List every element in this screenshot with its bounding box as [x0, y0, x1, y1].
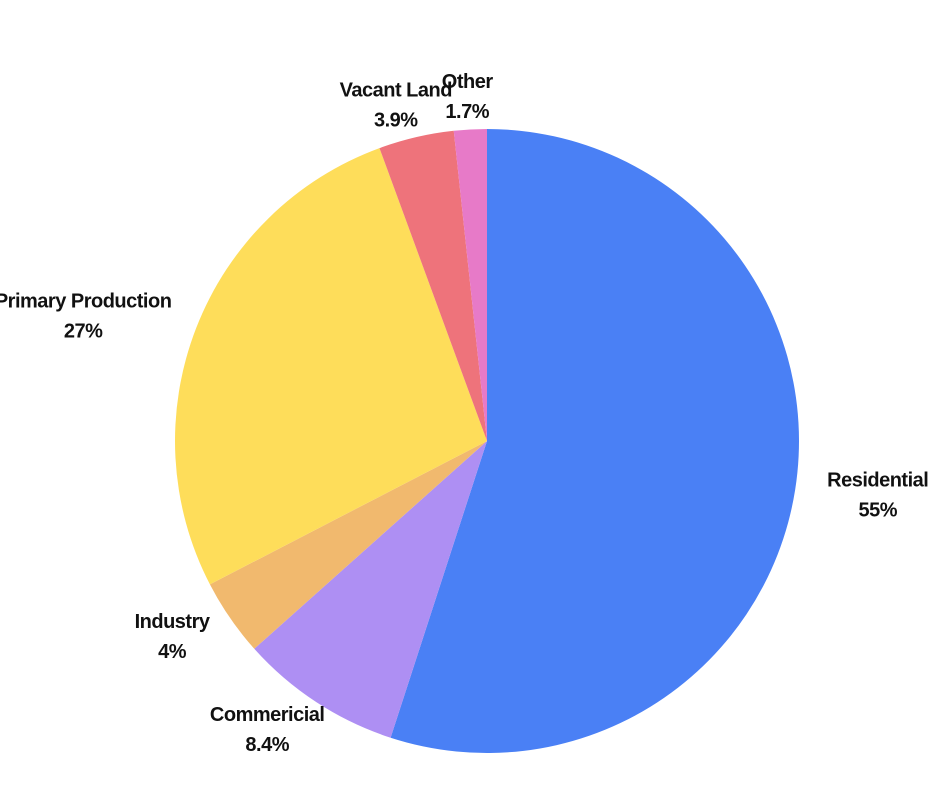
pie-slice — [254, 441, 487, 738]
pie-slice — [379, 130, 487, 442]
slice-label: Primary Production — [0, 290, 171, 312]
slice-value-label: 27% — [64, 320, 103, 342]
pie-slice — [390, 129, 800, 753]
slice-label: Residential — [827, 469, 928, 491]
slice-label: Industry — [135, 611, 211, 633]
slice-label: Vacant Land — [340, 79, 452, 101]
slice-value-label: 1.7% — [445, 101, 489, 123]
pie-slice — [453, 129, 487, 441]
pie-slice — [209, 441, 487, 649]
slice-value-label: 4% — [158, 641, 187, 663]
slice-value-label: 3.9% — [374, 109, 418, 131]
slice-value-label: 55% — [858, 499, 897, 521]
slice-label: Other — [442, 71, 494, 93]
slice-value-label: 8.4% — [245, 734, 289, 756]
slice-label: Commericial — [210, 704, 325, 726]
pie-slice — [175, 148, 487, 585]
